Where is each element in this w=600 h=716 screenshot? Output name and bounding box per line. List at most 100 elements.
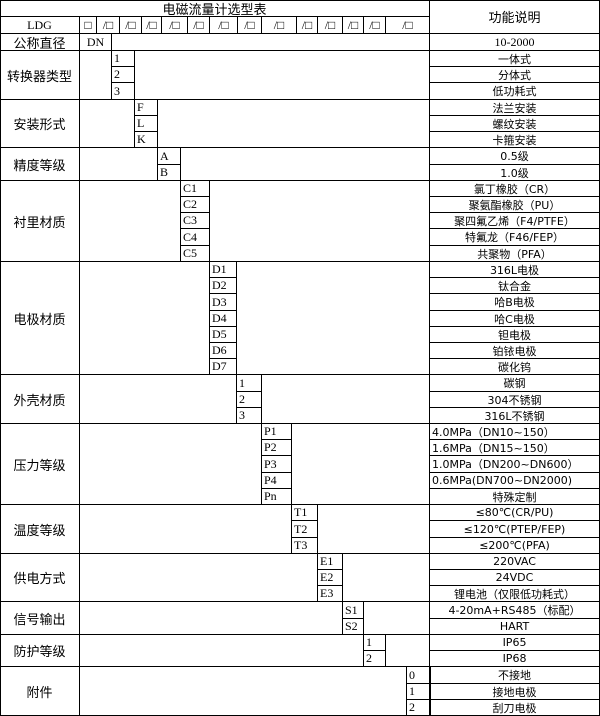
option-desc: 锂电池（仅限低功耗式） bbox=[430, 586, 600, 602]
option-code: K bbox=[135, 132, 158, 148]
option-code: 2 bbox=[112, 67, 135, 83]
option-code: D1 bbox=[210, 262, 237, 278]
option-desc: 1.6MPa（DN15~150） bbox=[430, 440, 600, 456]
option-desc: 铂铱电极 bbox=[430, 343, 600, 359]
option-code: 2 bbox=[237, 392, 262, 408]
option-code: C4 bbox=[181, 229, 210, 246]
option-desc: 4-20mA+RS485（标配） bbox=[430, 602, 600, 619]
group-label: 电极材质 bbox=[0, 262, 80, 375]
option-code: C2 bbox=[181, 197, 210, 213]
group-label: 安装形式 bbox=[0, 100, 80, 148]
group-label: 精度等级 bbox=[0, 148, 80, 181]
option-desc: 0.6MPa(DN700~DN2000) bbox=[430, 473, 600, 489]
function-header: 功能说明 bbox=[430, 0, 600, 34]
model-code-slot: /□ bbox=[238, 17, 262, 34]
option-code: P2 bbox=[262, 440, 292, 456]
option-desc: 法兰安装 bbox=[430, 100, 600, 116]
option-code: 1 bbox=[112, 51, 135, 67]
option-desc: 低功耗式 bbox=[430, 83, 600, 100]
option-desc: IP65 bbox=[430, 635, 600, 651]
option-desc: ≤200℃(PFA) bbox=[430, 538, 600, 554]
blank-cell bbox=[386, 635, 430, 667]
option-code: 2 bbox=[364, 651, 386, 667]
option-desc: 316L电极 bbox=[430, 262, 600, 278]
model-code-slot: /□ bbox=[318, 17, 343, 34]
blank-cell bbox=[80, 181, 181, 262]
blank-cell bbox=[112, 34, 430, 51]
blank-cell bbox=[80, 51, 112, 100]
option-desc: 哈B电极 bbox=[430, 294, 600, 311]
blank-cell bbox=[181, 148, 430, 181]
option-desc: 聚四氟乙烯（F4/PTFE） bbox=[430, 213, 600, 229]
option-desc: 1.0MPa（DN200~DN600） bbox=[430, 456, 600, 473]
model-code-slot: /□ bbox=[210, 17, 238, 34]
option-code: 3 bbox=[112, 83, 135, 100]
option-code: C1 bbox=[181, 181, 210, 197]
blank-cell bbox=[80, 148, 158, 181]
option-code: 1 bbox=[237, 375, 262, 392]
group-label: 转换器类型 bbox=[0, 51, 80, 100]
option-desc: 哈C电极 bbox=[430, 311, 600, 327]
blank-cell bbox=[318, 505, 430, 554]
option-code: T3 bbox=[292, 538, 318, 554]
option-code: P1 bbox=[262, 424, 292, 440]
option-code: 2 bbox=[407, 700, 430, 716]
option-code: T1 bbox=[292, 505, 318, 521]
option-code: D6 bbox=[210, 343, 237, 359]
blank-cell bbox=[135, 51, 430, 100]
option-desc: 分体式 bbox=[430, 67, 600, 83]
blank-cell bbox=[80, 262, 210, 375]
diameter-label: 公称直径 bbox=[0, 34, 80, 51]
option-desc: 碳钢 bbox=[430, 375, 600, 392]
option-code: C5 bbox=[181, 246, 210, 262]
option-desc: 0.5级 bbox=[430, 148, 600, 165]
option-code: P4 bbox=[262, 473, 292, 489]
option-code: P3 bbox=[262, 456, 292, 473]
option-code: Pn bbox=[262, 489, 292, 505]
blank-cell bbox=[237, 262, 430, 375]
option-code: L bbox=[135, 116, 158, 132]
option-code: F bbox=[135, 100, 158, 116]
option-desc: 特氟龙（F46/FEP） bbox=[430, 229, 600, 246]
option-desc: 氯丁橡胶（CR） bbox=[430, 181, 600, 197]
model-code-slot: /□ bbox=[97, 17, 120, 34]
option-desc: 特殊定制 bbox=[430, 489, 600, 505]
option-desc: ≤80℃(CR/PU) bbox=[430, 505, 600, 521]
option-code: E3 bbox=[318, 586, 343, 602]
option-desc: 钽电极 bbox=[430, 327, 600, 343]
model-code-slot: /□ bbox=[142, 17, 162, 34]
option-code: D3 bbox=[210, 294, 237, 311]
option-desc: 220VAC bbox=[430, 554, 600, 570]
option-desc: 刮刀电极 bbox=[430, 700, 600, 716]
option-desc: 4.0MPa（DN10~150） bbox=[430, 424, 600, 440]
model-code-slot: /□ bbox=[364, 17, 386, 34]
diameter-desc: 10-2000 bbox=[430, 34, 600, 51]
option-code: E2 bbox=[318, 570, 343, 586]
blank-cell bbox=[364, 602, 430, 635]
model-code-slot: /□ bbox=[262, 17, 297, 34]
option-desc: 1.0级 bbox=[430, 165, 600, 181]
option-code: D4 bbox=[210, 311, 237, 327]
blank-cell bbox=[80, 505, 292, 554]
option-desc: 不接地 bbox=[430, 667, 600, 684]
blank-cell bbox=[80, 375, 237, 424]
group-label: 供电方式 bbox=[0, 554, 80, 602]
option-code: D5 bbox=[210, 327, 237, 343]
blank-cell bbox=[262, 375, 430, 424]
table-title: 电磁流量计选型表 bbox=[0, 0, 430, 17]
option-desc: 316L不锈钢 bbox=[430, 408, 600, 424]
blank-cell bbox=[80, 424, 262, 505]
option-code: 0 bbox=[407, 667, 430, 684]
option-code: T2 bbox=[292, 521, 318, 538]
blank-cell bbox=[292, 424, 430, 505]
option-code: C3 bbox=[181, 213, 210, 229]
option-desc: 螺纹安装 bbox=[430, 116, 600, 132]
option-desc: 卡箍安装 bbox=[430, 132, 600, 148]
group-label: 附件 bbox=[0, 667, 80, 716]
option-desc: 24VDC bbox=[430, 570, 600, 586]
option-desc: IP68 bbox=[430, 651, 600, 667]
model-prefix: LDG bbox=[0, 17, 80, 34]
option-code: 3 bbox=[237, 408, 262, 424]
option-code: 1 bbox=[364, 635, 386, 651]
